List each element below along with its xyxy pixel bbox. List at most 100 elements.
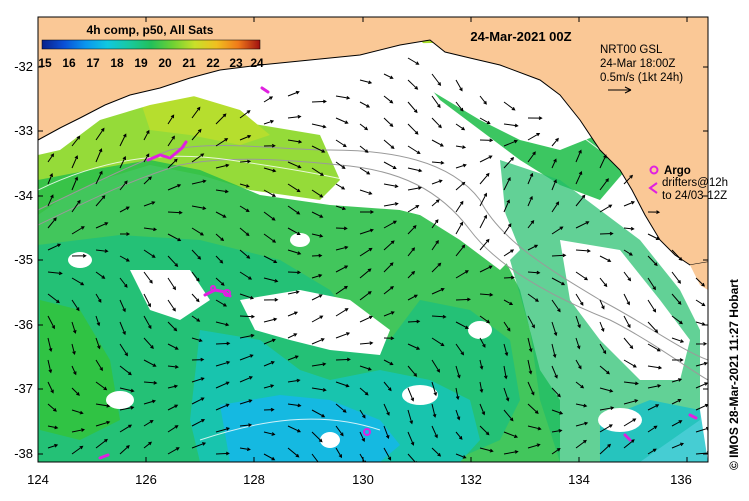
current-arrow — [335, 425, 344, 437]
current-arrow — [215, 381, 230, 389]
current-arrow — [575, 194, 586, 207]
current-arrow — [335, 95, 351, 100]
current-arrow — [263, 431, 276, 436]
current-arrow — [503, 249, 515, 257]
current-arrow — [455, 453, 467, 459]
current-arrow — [311, 387, 327, 392]
current-arrow — [215, 299, 227, 307]
current-arrow — [71, 299, 80, 312]
current-arrow — [167, 425, 179, 433]
y-tick-label: -37 — [14, 381, 33, 396]
current-arrow — [263, 361, 275, 367]
current-arrow — [383, 117, 394, 128]
current-arrow — [551, 158, 557, 169]
x-tick-label: 132 — [460, 472, 482, 487]
current-arrow — [95, 271, 106, 279]
current-arrow — [119, 255, 130, 262]
current-arrow — [239, 134, 252, 141]
current-arrow — [575, 293, 584, 306]
current-arrow — [431, 287, 445, 295]
current-arrow — [431, 425, 438, 439]
current-arrow — [503, 223, 512, 235]
current-arrow — [431, 359, 440, 373]
current-arrow — [599, 231, 614, 236]
current-arrow — [71, 226, 85, 235]
argo-line: to 24/03-12Z — [662, 190, 727, 202]
current-arrow — [599, 443, 612, 455]
current-arrow — [503, 123, 519, 128]
current-arrow — [191, 419, 206, 427]
current-arrow — [551, 387, 561, 398]
current-arrow — [503, 450, 519, 455]
current-arrow — [383, 240, 395, 251]
current-arrow — [119, 299, 126, 313]
current-arrow — [359, 228, 374, 235]
current-arrow — [287, 270, 302, 275]
current-arrow — [407, 123, 419, 135]
current-arrow — [335, 183, 346, 190]
current-arrow — [239, 423, 253, 427]
current-arrow — [191, 337, 203, 343]
current-arrow — [695, 341, 708, 346]
current-arrow — [407, 186, 422, 191]
current-arrow — [167, 184, 182, 191]
current-arrow — [167, 447, 180, 455]
current-arrow — [551, 226, 564, 235]
current-arrow — [143, 201, 156, 207]
current-arrow — [191, 227, 204, 236]
current-arrow — [191, 179, 207, 185]
current-arrow — [71, 176, 79, 191]
current-arrow — [575, 315, 581, 329]
current-arrow — [311, 211, 324, 218]
current-arrow — [167, 343, 179, 350]
current-arrow — [455, 101, 464, 112]
current-arrow — [551, 137, 559, 147]
x-tick-label: 128 — [243, 472, 265, 487]
current-arrow — [47, 194, 54, 207]
current-arrow — [263, 255, 278, 264]
argo-legend: Argo drifters@12h to 24/03-12Z — [648, 165, 728, 202]
current-arrow — [383, 403, 390, 416]
current-arrow — [359, 268, 372, 279]
current-arrow — [455, 123, 466, 131]
current-arrow — [263, 167, 277, 173]
current-arrow — [119, 445, 130, 455]
current-arrow — [143, 176, 152, 185]
current-arrow — [575, 248, 591, 253]
x-tick-label: 136 — [670, 472, 692, 487]
current-arrow — [359, 409, 366, 419]
current-arrow — [407, 453, 418, 462]
current-arrow — [263, 317, 278, 323]
current-arrow — [215, 113, 227, 125]
current-arrow — [335, 245, 349, 251]
current-arrow — [503, 387, 510, 402]
current-arrow — [479, 155, 493, 163]
current-arrow — [71, 445, 84, 455]
current-arrow — [263, 96, 274, 103]
current-arrow — [527, 337, 533, 353]
current-arrow — [263, 297, 279, 302]
current-arrow — [191, 249, 202, 260]
current-arrow — [191, 442, 207, 449]
current-arrow — [95, 222, 109, 229]
current-arrow — [263, 211, 276, 221]
current-arrow — [287, 290, 300, 295]
current-arrow — [383, 336, 395, 341]
current-arrow — [239, 376, 253, 383]
current-arrow — [599, 321, 605, 333]
current-arrow — [239, 293, 254, 300]
current-arrow — [503, 101, 516, 111]
legend-tick: 20 — [158, 56, 172, 70]
argo-drifter-tracks — [98, 86, 698, 460]
current-arrow — [671, 249, 683, 261]
current-arrow — [191, 271, 200, 282]
current-arrow — [647, 277, 656, 291]
current-arrow — [287, 333, 298, 339]
current-arrow — [335, 357, 351, 362]
current-arrow — [287, 355, 299, 361]
current-arrow — [527, 172, 534, 185]
y-tick-label: -34 — [14, 188, 33, 203]
current-arrow — [599, 154, 607, 169]
current-arrow — [455, 343, 465, 356]
